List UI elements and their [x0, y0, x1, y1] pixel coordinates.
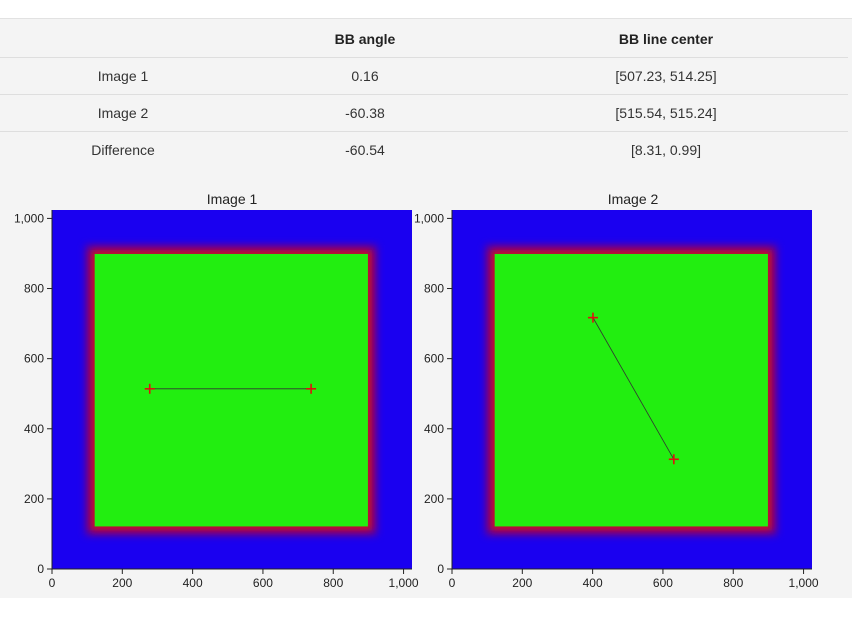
x-tick-label: 400	[183, 576, 203, 590]
row-center: [515.54, 515.24]	[484, 94, 848, 132]
plot-1: 0 200 400 600 800 1,000 0 200 400 600 800 1,000	[14, 210, 419, 590]
bb-marker-1	[587, 312, 598, 323]
row-center: [8.31, 0.99]	[630, 142, 702, 158]
bb-marker-1	[144, 383, 155, 394]
plot-2: 0 200 400 600 800 1,000 0 200 400 600 800 1,000	[414, 210, 819, 590]
summary-table: BB angle BB line center Image 1 0.16 [50…	[0, 21, 848, 168]
table-row: Image 1 0.16 [507.23, 514.25]	[0, 57, 848, 95]
x-tick-label: 400	[583, 576, 603, 590]
field-square	[94, 253, 368, 527]
bb-marker-2	[668, 454, 679, 465]
x-tick-label: 600	[253, 576, 273, 590]
x-tick-label: 800	[323, 576, 343, 590]
x-tick-label: 1,000	[389, 576, 419, 590]
bb-line	[592, 317, 675, 460]
row-label: Image 2	[0, 94, 246, 132]
x-tick-label: 1,000	[789, 576, 819, 590]
header-bb-angle: BB angle	[246, 21, 484, 58]
row-label: Image 1	[0, 57, 246, 95]
y-tick-label: 800	[424, 282, 444, 296]
row-center: [507.23, 514.25]	[484, 57, 848, 95]
row-label: Difference	[91, 142, 155, 158]
y-tick-label: 800	[24, 282, 44, 296]
x-tick-label: 0	[49, 576, 56, 590]
y-tick-label: 1,000	[414, 211, 444, 225]
row-angle: -60.38	[246, 94, 484, 132]
header-bb-line-center: BB line center	[484, 21, 848, 58]
y-tick-label: 600	[424, 352, 444, 366]
header-empty	[0, 21, 246, 58]
plot-title-image-2: Image 2	[607, 191, 659, 207]
row-angle: 0.16	[246, 57, 484, 95]
y-tick-label: 200	[424, 492, 444, 506]
row-angle: -60.54	[345, 142, 385, 158]
y-tick-label: 200	[24, 492, 44, 506]
y-tick-label: 0	[37, 562, 44, 576]
y-tick-label: 400	[24, 422, 44, 436]
x-tick-label: 800	[723, 576, 743, 590]
x-tick-label: 200	[112, 576, 132, 590]
y-tick-label: 400	[424, 422, 444, 436]
table-row: Image 2 -60.38 [515.54, 515.24]	[0, 94, 848, 132]
x-tick-label: 600	[653, 576, 673, 590]
plot-title-image-1: Image 1	[206, 191, 258, 207]
y-tick-label: 0	[437, 562, 444, 576]
bb-marker-2	[306, 383, 317, 394]
table-row: Difference -60.54 [8.31, 0.99]	[0, 132, 848, 169]
table-header-row: BB angle BB line center	[0, 21, 848, 58]
x-tick-label: 200	[512, 576, 532, 590]
field-square	[494, 253, 768, 527]
y-tick-label: 600	[24, 352, 44, 366]
x-tick-label: 0	[449, 576, 456, 590]
y-tick-label: 1,000	[14, 211, 44, 225]
